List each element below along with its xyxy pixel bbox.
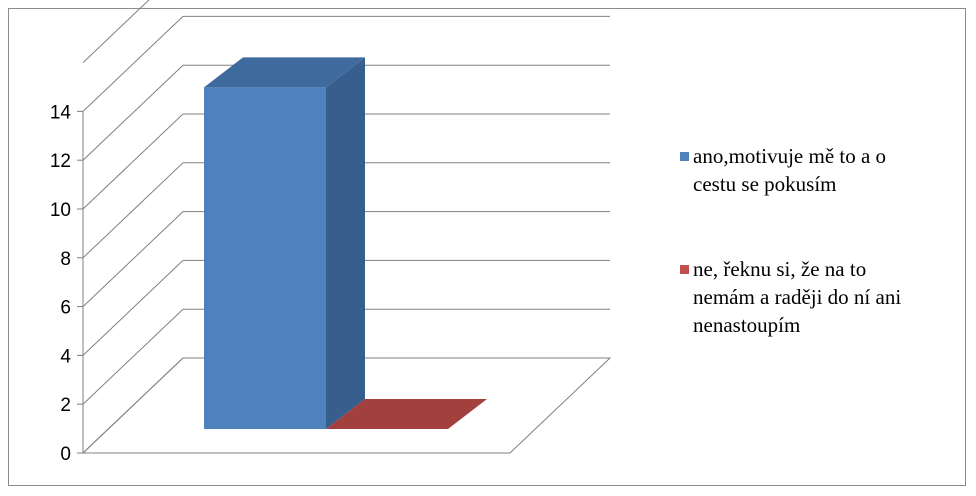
side-gridline [82,0,150,63]
y-tick-label: 12 [50,151,71,172]
side-gridline [82,357,184,454]
bar-side-1 [326,57,365,430]
side-gridline [82,16,184,112]
y-tick-label: 8 [60,249,71,270]
side-gridline [82,308,184,405]
side-gridline [82,162,184,259]
bar-top-1 [204,57,365,88]
y-tick-label: 6 [60,298,71,319]
y-tick-label: 10 [50,200,71,221]
legend-swatch-1 [680,152,689,161]
y-tick-label: 2 [60,395,71,416]
side-gridline [82,64,184,161]
bar-top-2 [326,399,487,429]
side-gridline [82,113,184,210]
legend-label-2: ne, řeknu si, že na to [693,257,866,281]
y-tick-label: 14 [50,102,72,123]
legend-swatch-2 [680,265,689,274]
y-tick-label: 4 [60,346,71,367]
y-tick-label: 0 [60,444,71,465]
chart-frame [8,8,966,486]
legend-label-2: nenastoupím [693,313,800,337]
legend-label-2: nemám a raději do ní ani [693,285,901,309]
legend-label-1: ano,motivuje mě to a o [693,144,886,168]
legend-label-1: cestu se pokusím [693,172,836,196]
side-gridline [82,211,184,307]
side-gridline [82,260,184,356]
bar-front-1 [204,87,326,430]
